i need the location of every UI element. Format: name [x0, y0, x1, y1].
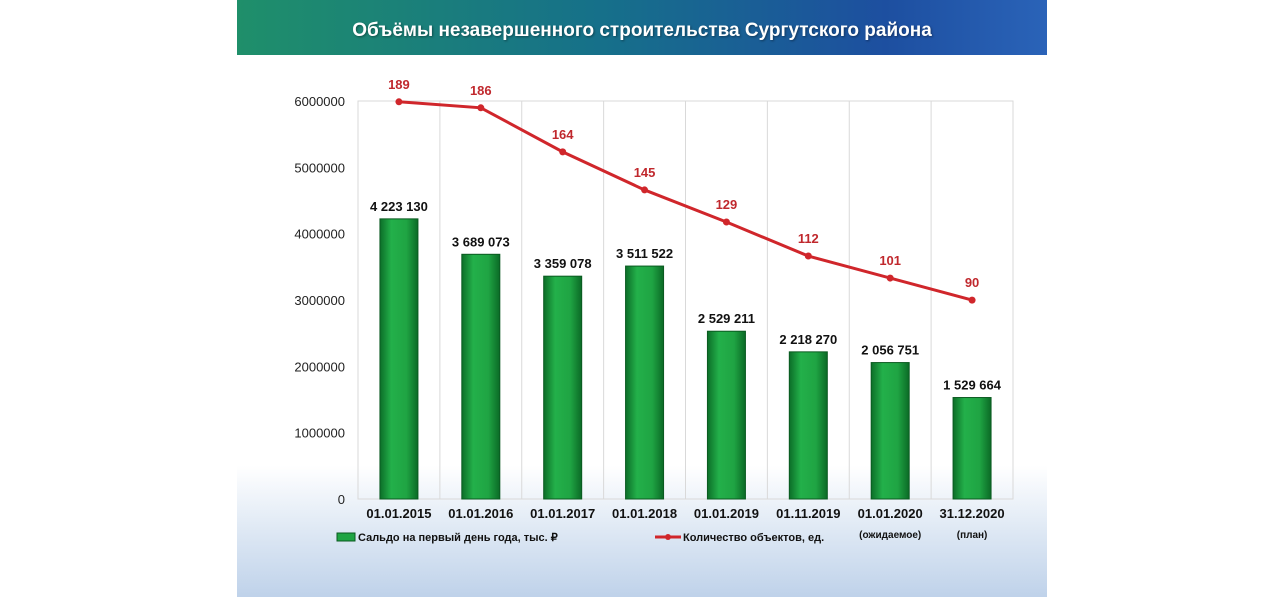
line-point — [641, 186, 649, 194]
legend-bar-label: Сальдо на первый день года, тыс. ₽ — [358, 532, 558, 544]
bar — [625, 265, 665, 500]
line-point — [804, 252, 812, 260]
y-tick-label: 3000000 — [294, 293, 345, 308]
bar-data-label: 3 359 078 — [534, 256, 592, 271]
y-tick-label: 2000000 — [294, 359, 345, 374]
line-data-label: 186 — [470, 83, 492, 98]
line-data-label: 90 — [965, 275, 979, 290]
bar-data-label: 2 218 270 — [779, 332, 837, 347]
line-data-label: 129 — [716, 197, 738, 212]
header-banner: Объёмы незавершенного строительства Сург… — [237, 0, 1047, 55]
x-tick-label: 01.01.2018 — [612, 506, 677, 521]
line-series — [398, 100, 973, 302]
y-tick-label: 6000000 — [294, 94, 345, 109]
bar — [706, 330, 746, 500]
x-tick-label: 01.11.2019 — [776, 506, 840, 521]
slide: Объёмы незавершенного строительства Сург… — [237, 0, 1047, 597]
bar — [379, 218, 419, 500]
line-point — [477, 104, 485, 112]
x-tick-note: (ожидаемое) — [859, 530, 921, 541]
bar — [461, 253, 501, 500]
line-point — [968, 296, 976, 304]
bar — [870, 362, 910, 500]
x-tick-label: 01.01.2017 — [530, 506, 595, 521]
line-point — [559, 148, 567, 156]
line-point — [722, 218, 730, 226]
legend-line-label: Количество объектов, ед. — [683, 532, 824, 544]
line-data-label: 189 — [388, 77, 410, 92]
x-tick-note: (план) — [957, 530, 988, 541]
bar-data-label: 3 689 073 — [452, 234, 510, 249]
bar — [952, 397, 992, 500]
line-data-label: 101 — [879, 253, 901, 268]
line-data-label: 164 — [552, 127, 574, 142]
line-data-label: 112 — [798, 231, 819, 246]
bar-data-label: 2 529 211 — [698, 311, 755, 326]
bar — [788, 351, 828, 500]
line-point — [886, 274, 894, 282]
line-point — [395, 98, 403, 106]
y-tick-label: 1000000 — [294, 426, 345, 441]
y-tick-label: 4000000 — [294, 227, 345, 242]
bar-data-label: 1 529 664 — [943, 378, 1002, 393]
x-tick-label: 01.01.2015 — [366, 506, 431, 521]
bar-data-label: 2 056 751 — [861, 343, 919, 358]
x-tick-label: 01.01.2020 — [858, 506, 923, 521]
legend-bar-swatch — [336, 532, 356, 542]
x-tick-label: 01.01.2016 — [448, 506, 513, 521]
x-tick-label: 31.12.2020 — [940, 506, 1005, 521]
bar-data-label: 3 511 522 — [616, 246, 673, 261]
line-data-label: 145 — [634, 165, 656, 180]
bar — [543, 275, 583, 500]
bar-data-label: 4 223 130 — [370, 199, 428, 214]
legend-line-marker — [665, 534, 671, 540]
x-tick-label: 01.01.2019 — [694, 506, 759, 521]
chart: 0 1000000 2000000 3000000 4000000 5000000 6000… — [294, 77, 1014, 544]
chart-title: Объёмы незавершенного строительства Сург… — [352, 20, 932, 41]
y-tick-label: 0 — [338, 492, 345, 507]
y-tick-label: 5000000 — [294, 160, 345, 175]
